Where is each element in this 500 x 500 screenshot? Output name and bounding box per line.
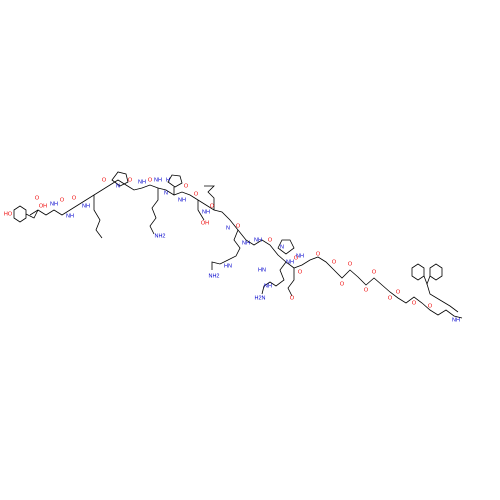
atom-label: H2N [254, 295, 265, 301]
atom-label: O [348, 261, 353, 267]
tyrosine-ring [13, 205, 27, 223]
leucine-chain [204, 185, 215, 210]
proline-ring [111, 171, 129, 187]
atom-label: O [340, 281, 345, 287]
atom-label: O [364, 287, 369, 293]
atom-label: NH [138, 179, 146, 185]
bonds [13, 171, 463, 319]
atom-label: O [60, 197, 65, 203]
atom-label: NH [296, 253, 304, 259]
imidazole-ring [167, 174, 183, 188]
glutamine-chain [287, 268, 295, 297]
side-chain [93, 195, 103, 239]
atom-label: N [164, 190, 168, 196]
backbone [29, 179, 463, 319]
serine-chain [197, 200, 205, 221]
atom-label: O [316, 251, 321, 257]
atom-label: HO [4, 211, 13, 217]
atom-label: NH [286, 259, 294, 265]
fmoc-link [426, 283, 459, 313]
atom-label: NH [254, 237, 262, 243]
arginine-chain [261, 261, 287, 295]
atom-label: O [298, 269, 303, 275]
side-chain [25, 209, 39, 219]
atom-label: O [148, 177, 153, 183]
atom-label: O [210, 203, 215, 209]
atom-label: HN [258, 267, 266, 273]
atom-label: OH [201, 220, 209, 226]
atom-label: N [280, 244, 284, 250]
atom-label: N [116, 183, 120, 189]
atom-label: OH [39, 203, 47, 209]
atom-label: NH [178, 197, 186, 203]
atom-label: NH [202, 209, 210, 215]
atom-label: O [102, 177, 107, 183]
atom-label: NH [66, 213, 74, 219]
atom-label: O [428, 303, 433, 309]
atom-label: O [35, 195, 40, 201]
atom-label: NH [154, 177, 162, 183]
atom-label: NH2 [154, 233, 165, 239]
atom-label: NH [242, 240, 250, 246]
atom-label: H [166, 177, 170, 183]
atom-label: O [184, 183, 189, 189]
atom-label: O [128, 177, 133, 183]
lysine-chain [149, 188, 159, 235]
atom-label: O [194, 191, 199, 197]
atom-label: O [294, 255, 299, 261]
atom-label: NH2 [208, 273, 219, 279]
atom-label: O [72, 195, 77, 201]
atom-label: O [412, 300, 417, 306]
atom-label: O [268, 237, 273, 243]
atom-label: NH [50, 201, 58, 207]
atom-label: NH [82, 203, 90, 209]
atom-label: O [388, 295, 393, 301]
atom-label: HN [224, 263, 232, 269]
atom-label: NH [452, 317, 460, 323]
atom-label: O [290, 295, 295, 301]
atom-label: O [396, 289, 401, 295]
atom-label: O [236, 223, 241, 229]
arginine-chain [211, 229, 241, 270]
atom-label: O [372, 269, 377, 275]
proline-ring [277, 239, 295, 255]
atom-label: O [332, 259, 337, 265]
atom-label: N [226, 225, 230, 231]
atom-label: NH [264, 283, 272, 289]
